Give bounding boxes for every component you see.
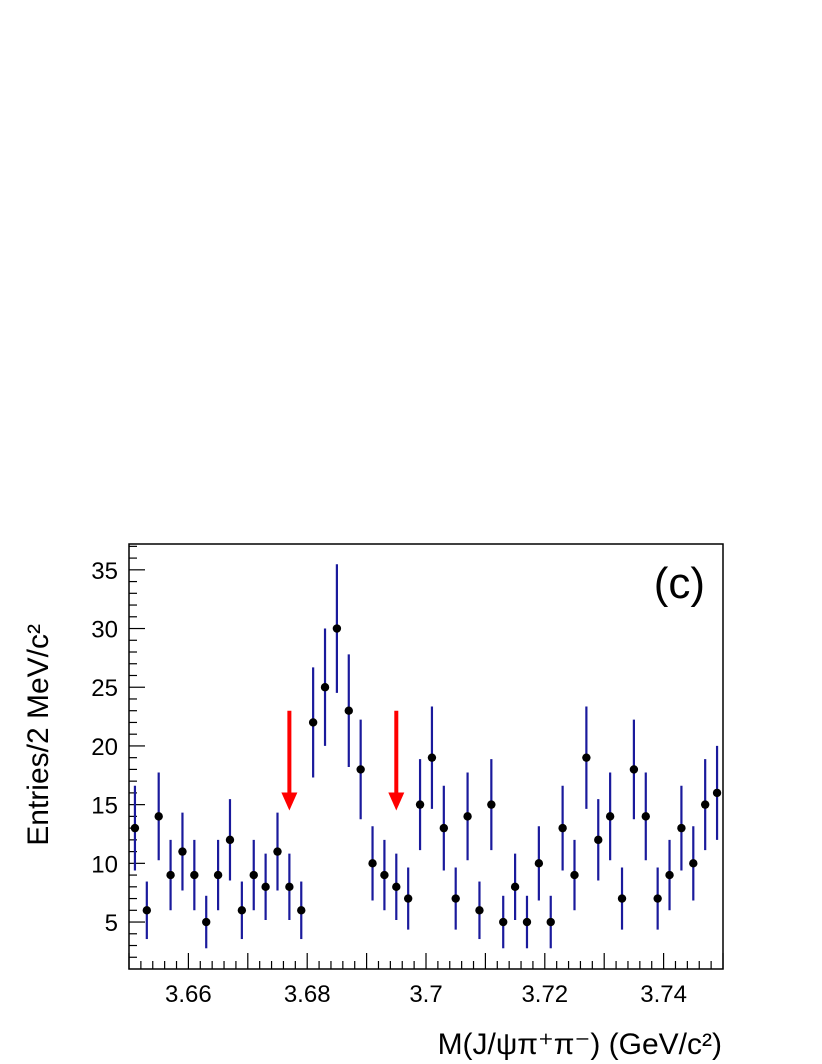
data-point (629, 765, 639, 774)
data-point (344, 706, 353, 715)
data-point (451, 894, 460, 903)
data-point (213, 870, 223, 880)
data-point (510, 882, 520, 892)
data-point (546, 917, 555, 927)
x-tick-label: 3.66 (165, 981, 212, 1008)
data-point (166, 870, 175, 880)
axis-ticks (128, 545, 724, 969)
data-point (463, 812, 472, 821)
x-tick-label: 3.7 (409, 981, 442, 1008)
x-tick-label: 3.74 (640, 981, 687, 1008)
data-point (700, 800, 710, 809)
data-point (368, 859, 377, 868)
data-points (130, 624, 722, 927)
data-point (380, 870, 389, 880)
y-axis-title: Entries/2 MeV/c² (22, 624, 55, 846)
data-point (130, 823, 140, 833)
x-axis-title: M(J/ψπ⁺π⁻) (GeV/c²) (438, 1028, 722, 1061)
data-point (320, 683, 330, 692)
data-point (225, 835, 235, 845)
y-tick-label: 25 (91, 675, 118, 702)
data-point (237, 906, 247, 915)
data-point (475, 906, 484, 915)
arrow-head (281, 792, 298, 811)
data-point (487, 800, 496, 809)
data-point (202, 917, 211, 927)
arrow-head (388, 792, 405, 811)
y-tick-label: 15 (91, 793, 118, 820)
data-point (415, 800, 425, 809)
data-point (558, 823, 567, 833)
y-tick-label: 20 (91, 734, 118, 761)
data-point (308, 718, 318, 727)
data-point (499, 917, 508, 927)
data-point (142, 906, 152, 915)
data-point (522, 917, 532, 927)
data-point (534, 859, 544, 868)
data-point (190, 870, 199, 880)
data-point (154, 812, 163, 821)
data-point (261, 882, 270, 892)
data-point (594, 835, 603, 845)
data-point (439, 823, 449, 833)
data-point (273, 847, 282, 856)
data-point (427, 753, 437, 762)
y-tick-label: 5 (105, 910, 118, 937)
x-tick-label: 3.72 (521, 981, 568, 1008)
data-point (285, 882, 294, 892)
error-bars (133, 564, 719, 949)
y-tick-label: 30 (91, 617, 118, 644)
data-point (356, 765, 365, 774)
data-point (392, 882, 401, 892)
data-point (689, 859, 698, 868)
data-point (665, 870, 674, 880)
data-point (653, 894, 662, 903)
annotation-arrows (281, 710, 405, 811)
data-point (332, 624, 342, 633)
data-point (249, 870, 258, 880)
tick-labels: 3.66 3.68 3.7 3.72 3.74 5 10 15 20 25 30 35 (91, 558, 687, 1008)
data-point (677, 823, 686, 833)
data-point (570, 870, 579, 880)
data-point (403, 894, 413, 903)
data-point (641, 812, 650, 821)
data-point (297, 906, 306, 915)
x-tick-label: 3.68 (284, 981, 331, 1008)
data-point (617, 894, 627, 903)
data-point (605, 812, 615, 821)
data-point (712, 788, 722, 798)
data-point (178, 847, 187, 856)
y-tick-label: 35 (91, 558, 118, 585)
y-tick-label: 10 (91, 851, 118, 878)
data-point (582, 753, 591, 762)
panel-label: (c) (654, 559, 705, 608)
